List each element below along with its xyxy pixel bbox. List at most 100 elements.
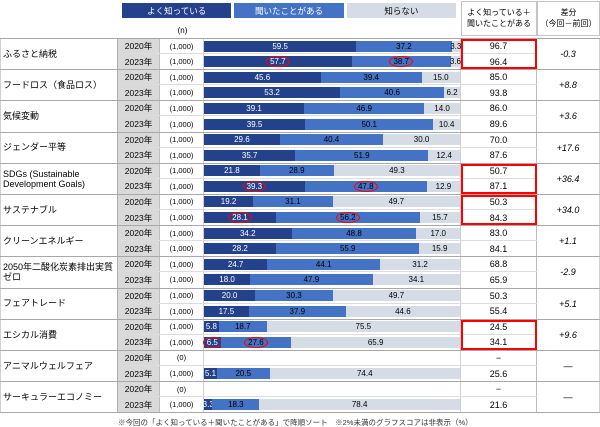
bar-value-label: 51.9 — [354, 150, 370, 160]
bar: 39.5 50.1 10.4 — [204, 118, 460, 130]
bar-segment: 18.7 — [218, 321, 267, 333]
bar: 28.2 55.9 15.9 — [204, 243, 460, 255]
n-cell: (1,000) — [160, 132, 204, 147]
bar-cell: 34.2 48.8 17.0 — [204, 226, 461, 241]
category-label: 2050年二酸化炭素排出実質ゼロ — [0, 257, 118, 288]
total-cell: 21.6 — [461, 397, 537, 413]
n-cell: (1,000) — [160, 397, 204, 413]
bar-segment: 31.2 — [380, 258, 460, 270]
total-cell: 83.0 — [461, 226, 537, 241]
n-cell: (1,000) — [160, 334, 204, 350]
bar-segment: 12.9 — [426, 180, 460, 192]
bar-segment: 30.3 — [255, 290, 333, 302]
legend: よく知っている 聞いたことがある 知らない — [122, 3, 456, 18]
group-rows: 2020年 (1,000) 34.2 48.8 17.0 83.0 2023年 (1… — [118, 226, 537, 257]
year-cell: 2023年 — [118, 147, 160, 163]
bar-value-label: 39.4 — [363, 72, 379, 82]
total-cell: 50.3 — [461, 288, 537, 303]
bar-segment: 35.7 — [204, 149, 296, 161]
total-cell: 55.4 — [461, 303, 537, 319]
n-cell: (1,000) — [160, 85, 204, 101]
bar-cell: 35.7 51.9 12.4 — [204, 147, 461, 163]
bar-value-label: 59.5 — [272, 41, 288, 51]
category-group: SDGs (Sustainable Development Goals) 202… — [0, 163, 600, 195]
bar-segment: 37.9 — [248, 305, 346, 317]
year-cell: 2023年 — [118, 85, 160, 101]
bar-value-label: 44.1 — [315, 259, 332, 269]
bar-value-label: 20.0 — [221, 291, 238, 301]
bar-segment: 51.9 — [295, 149, 429, 161]
bar-value-label: 27.6 — [244, 336, 268, 348]
category-label: サーキュラーエコノミー — [0, 382, 118, 413]
data-row: 2023年 (1,000) 5.1 20.5 74.4 25.6 — [118, 365, 537, 382]
bar-segment: 18.3 — [212, 399, 260, 411]
bar-cell: 18.0 47.9 34.1 — [204, 272, 461, 288]
data-row: 2023年 (1,000) 3.3 18.3 78.4 21.6 — [118, 397, 537, 413]
data-row: 2020年 (1,000) 21.8 28.9 49.3 50.7 — [118, 163, 537, 179]
bar-value-label: 24.7 — [227, 259, 244, 269]
year-cell: 2020年 — [118, 288, 160, 303]
bar-value-label: 55.9 — [339, 244, 356, 254]
bar: 20.0 30.3 49.7 — [204, 290, 460, 302]
bar-segment: 20.5 — [217, 368, 270, 380]
total-cell: 70.0 — [461, 132, 537, 147]
n-cell: (1,000) — [160, 288, 204, 303]
bar-value-label: 15.7 — [432, 213, 448, 223]
category-group: サーキュラーエコノミー 2020年 (0) − 2023年 (1,000) 3.… — [0, 382, 600, 414]
bar-cell: 28.1 56.2 15.7 — [204, 210, 461, 226]
data-row: 2023年 (1,000) 18.0 47.9 34.1 65.9 — [118, 272, 537, 288]
total-cell: 96.4 — [461, 54, 537, 70]
data-row: 2020年 (1,000) 45.6 39.4 15.0 85.0 — [118, 70, 537, 86]
year-cell: 2020年 — [118, 257, 160, 272]
category-group: フードロス（食品ロス） 2020年 (1,000) 45.6 39.4 15.0 8… — [0, 70, 600, 102]
data-row: 2020年 (1,000) 59.5 37.2 3.3 96.7 — [118, 39, 537, 55]
bar-value-label: 39.1 — [246, 103, 262, 113]
diff-header-line2: （今回－前回） — [540, 18, 597, 28]
bar-segment: 39.5 — [204, 118, 306, 130]
bar-value-label: 30.3 — [286, 291, 302, 301]
bar-segment: 47.8 — [304, 180, 427, 192]
n-cell: (1,000) — [160, 116, 204, 132]
category-label: アニマルウェルフェア — [0, 350, 118, 382]
bar-segment: 59.5 — [204, 40, 357, 52]
n-cell: (1,000) — [160, 319, 204, 334]
bar-segment: 6.5 — [202, 336, 222, 348]
bar-value-label: 40.6 — [384, 88, 400, 98]
n-cell: (1,000) — [160, 147, 204, 163]
category-group: エシカル消費 2020年 (1,000) 5.8 18.7 75.5 24.5 20… — [0, 319, 600, 351]
category-group: フェアトレード 2020年 (1,000) 20.0 30.3 49.7 50.3 … — [0, 288, 600, 320]
year-cell: 2020年 — [118, 132, 160, 147]
bar-cell: 57.7 38.7 3.6 — [204, 54, 461, 70]
data-row: 2020年 (0) − — [118, 350, 537, 366]
group-rows: 2020年 (1,000) 21.8 28.9 49.3 50.7 2023年 (1… — [118, 163, 537, 194]
bar — [204, 384, 460, 395]
bar-value-label: 6.2 — [446, 88, 458, 98]
bar-value-label: 12.9 — [435, 181, 452, 191]
diff-cell: ― — [537, 382, 600, 413]
chart-header: (n) よく知っている 聞いたことがある 知らない よく知っている＋ 聞いたこと… — [0, 0, 600, 38]
category-group: アニマルウェルフェア 2020年 (0) − 2023年 (1,000) 5.1… — [0, 350, 600, 383]
data-row: 2023年 (1,000) 17.5 37.9 44.6 55.4 — [118, 303, 537, 319]
total-cell: 50.7 — [461, 163, 537, 178]
bar-cell: 5.1 20.5 74.4 — [204, 365, 461, 382]
bar-value-label: 18.7 — [234, 322, 251, 332]
data-row: 2020年 (1,000) 29.6 40.4 30.0 70.0 — [118, 132, 537, 148]
group-rows: 2020年 (1,000) 19.2 31.1 49.7 50.3 2023年 (1… — [118, 194, 537, 226]
bar-value-label: 39.5 — [246, 119, 263, 129]
data-row: 2023年 (1,000) 57.7 38.7 3.6 96.4 — [118, 54, 537, 70]
group-rows: 2020年 (1,000) 45.6 39.4 15.0 85.0 2023年 (1… — [118, 70, 537, 101]
bar-cell: 21.8 28.9 49.3 — [204, 163, 461, 178]
bar-value-label: 15.9 — [431, 244, 448, 254]
data-row: 2020年 (1,000) 20.0 30.3 49.7 50.3 — [118, 288, 537, 304]
bar-value-label: 28.2 — [232, 244, 248, 254]
bar-value-label: 28.9 — [288, 166, 305, 176]
category-group: ジェンダー平等 2020年 (1,000) 29.6 40.4 30.0 70.0 … — [0, 132, 600, 164]
n-cell: (1,000) — [160, 163, 204, 178]
bar-segment: 55.9 — [276, 243, 420, 255]
total-cell: 96.7 — [461, 39, 537, 54]
bar: 39.1 46.9 14.0 — [204, 102, 460, 114]
year-cell: 2020年 — [118, 163, 160, 178]
bar-segment: 15.7 — [419, 212, 460, 224]
category-label: クリーンエネルギー — [0, 226, 118, 257]
bar-value-label: 78.4 — [351, 400, 368, 410]
